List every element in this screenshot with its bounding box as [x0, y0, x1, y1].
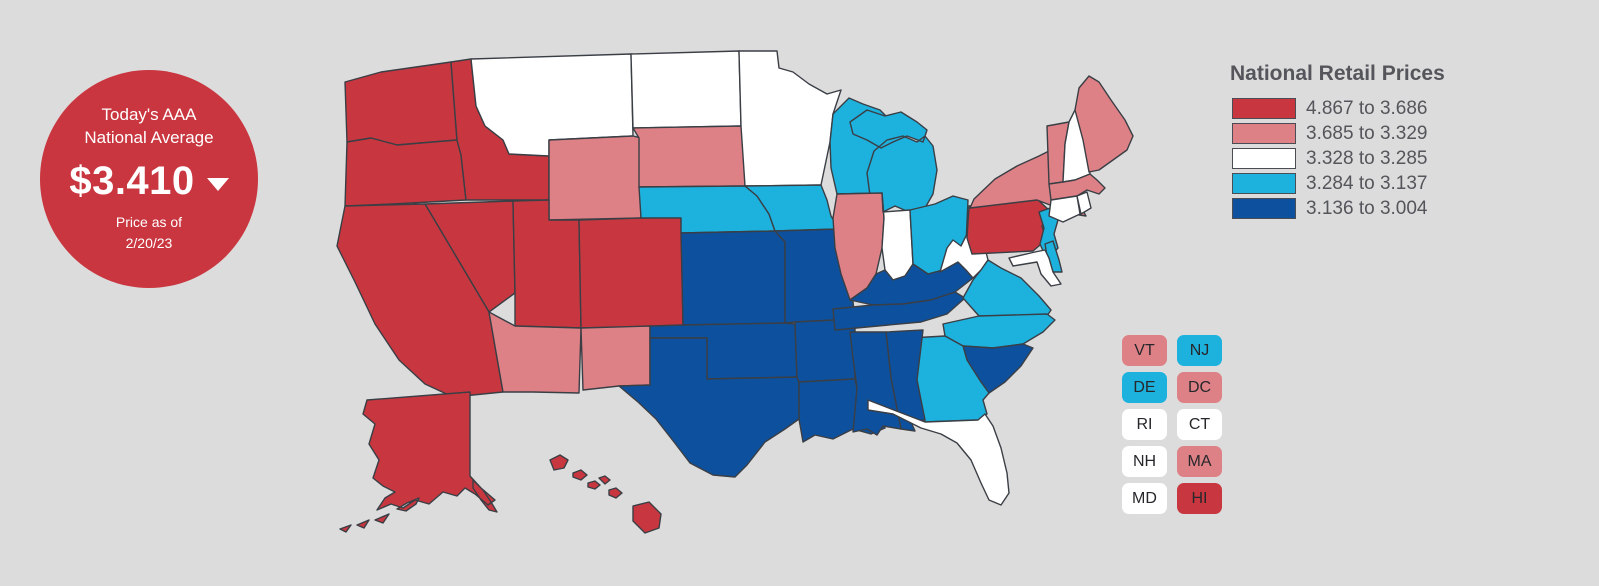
legend-swatch-band4: [1232, 173, 1296, 194]
small-state-HI[interactable]: HI: [1177, 483, 1222, 514]
legend-item: 3.136 to 3.004: [1232, 198, 1445, 219]
state-AZ[interactable]: [488, 311, 582, 394]
price-asof-line2: 2/20/23: [125, 235, 173, 252]
chevron-down-icon[interactable]: [206, 178, 229, 192]
price-asof-line1: Price as of: [115, 214, 183, 231]
state-TX[interactable]: [618, 337, 800, 478]
state-MN[interactable]: [738, 50, 842, 187]
small-state-DE[interactable]: DE: [1122, 372, 1167, 403]
state-SD[interactable]: [632, 125, 748, 188]
legend-swatch-band2: [1232, 123, 1296, 144]
national-average-badge: Today's AAA National Average $3.410 Pric…: [40, 70, 258, 288]
state-VA[interactable]: [962, 259, 1052, 317]
legend-label: 3.136 to 3.004: [1306, 197, 1428, 219]
national-average-price: $3.410: [69, 159, 195, 204]
state-KS[interactable]: [680, 230, 786, 326]
legend-label: 3.685 to 3.329: [1306, 122, 1428, 144]
small-state-CT[interactable]: CT: [1177, 409, 1222, 440]
small-state-MD[interactable]: MD: [1122, 483, 1167, 514]
legend-swatch-band3: [1232, 148, 1296, 169]
legend-item: 4.867 to 3.686: [1232, 98, 1445, 119]
state-WY[interactable]: [548, 135, 642, 221]
small-state-NH[interactable]: NH: [1122, 446, 1167, 477]
legend-title: National Retail Prices: [1230, 62, 1445, 85]
legend-swatch-band5: [1232, 198, 1296, 219]
small-states-grid: VT NJ DE DC RI CT NH MA MD HI: [1122, 335, 1222, 514]
state-TN[interactable]: [832, 291, 966, 331]
state-RI[interactable]: [1076, 191, 1092, 215]
state-AK[interactable]: [339, 391, 498, 533]
state-NM[interactable]: [580, 325, 651, 391]
legend-item: 3.328 to 3.285: [1232, 148, 1445, 169]
legend-item: 3.284 to 3.137: [1232, 173, 1445, 194]
state-CT[interactable]: [1048, 195, 1081, 223]
legend-label: 3.284 to 3.137: [1306, 172, 1428, 194]
state-CA[interactable]: [336, 203, 504, 398]
price-dropdown[interactable]: $3.410: [69, 159, 229, 204]
small-state-RI[interactable]: RI: [1122, 409, 1167, 440]
small-state-MA[interactable]: MA: [1177, 446, 1222, 477]
state-WA[interactable]: [344, 61, 458, 146]
badge-title-line1: Today's AAA: [101, 104, 197, 124]
legend-item: 3.685 to 3.329: [1232, 123, 1445, 144]
small-state-NJ[interactable]: NJ: [1177, 335, 1222, 366]
state-CO[interactable]: [578, 216, 684, 329]
legend-label: 4.867 to 3.686: [1306, 97, 1428, 119]
state-OR[interactable]: [344, 137, 467, 207]
badge-title-line2: National Average: [84, 127, 214, 147]
state-ND[interactable]: [630, 50, 742, 129]
state-FL[interactable]: [867, 399, 1010, 506]
state-MD[interactable]: [1008, 249, 1062, 287]
state-NC[interactable]: [942, 313, 1056, 349]
small-state-VT[interactable]: VT: [1122, 335, 1167, 366]
state-HI[interactable]: [549, 454, 662, 534]
state-ME[interactable]: [1074, 75, 1134, 173]
state-MI[interactable]: [849, 109, 938, 213]
legend-swatch-band1: [1232, 98, 1296, 119]
small-state-DC[interactable]: DC: [1177, 372, 1222, 403]
us-map: [336, 50, 1134, 534]
price-legend: National Retail Prices 4.867 to 3.686 3.…: [1230, 62, 1445, 223]
legend-label: 3.328 to 3.285: [1306, 147, 1428, 169]
